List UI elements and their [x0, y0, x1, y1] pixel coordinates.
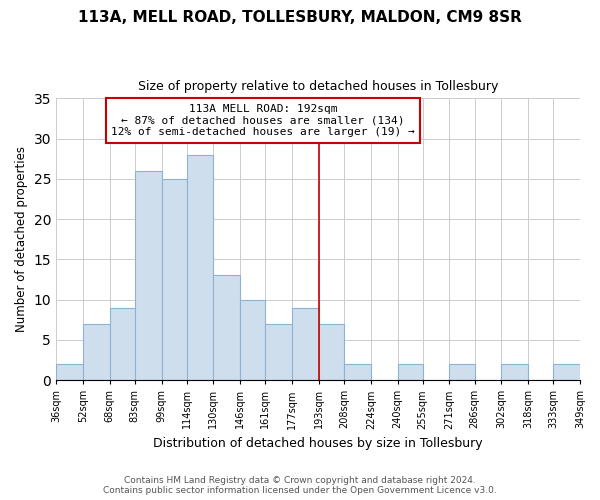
Bar [398, 364, 422, 380]
Bar [319, 324, 344, 380]
Bar [83, 324, 110, 380]
Bar [553, 364, 580, 380]
Bar [449, 364, 475, 380]
Text: Contains HM Land Registry data © Crown copyright and database right 2024.
Contai: Contains HM Land Registry data © Crown c… [103, 476, 497, 495]
Bar [110, 308, 135, 380]
Bar [502, 364, 528, 380]
Text: 113A MELL ROAD: 192sqm
← 87% of detached houses are smaller (134)
12% of semi-de: 113A MELL ROAD: 192sqm ← 87% of detached… [111, 104, 415, 137]
X-axis label: Distribution of detached houses by size in Tollesbury: Distribution of detached houses by size … [153, 437, 483, 450]
Bar [187, 154, 214, 380]
Bar [214, 276, 240, 380]
Bar [161, 179, 187, 380]
Title: Size of property relative to detached houses in Tollesbury: Size of property relative to detached ho… [138, 80, 498, 93]
Bar [240, 300, 265, 380]
Bar [56, 364, 83, 380]
Y-axis label: Number of detached properties: Number of detached properties [15, 146, 28, 332]
Bar [265, 324, 292, 380]
Bar [292, 308, 319, 380]
Bar [344, 364, 371, 380]
Bar [135, 171, 161, 380]
Text: 113A, MELL ROAD, TOLLESBURY, MALDON, CM9 8SR: 113A, MELL ROAD, TOLLESBURY, MALDON, CM9… [78, 10, 522, 25]
